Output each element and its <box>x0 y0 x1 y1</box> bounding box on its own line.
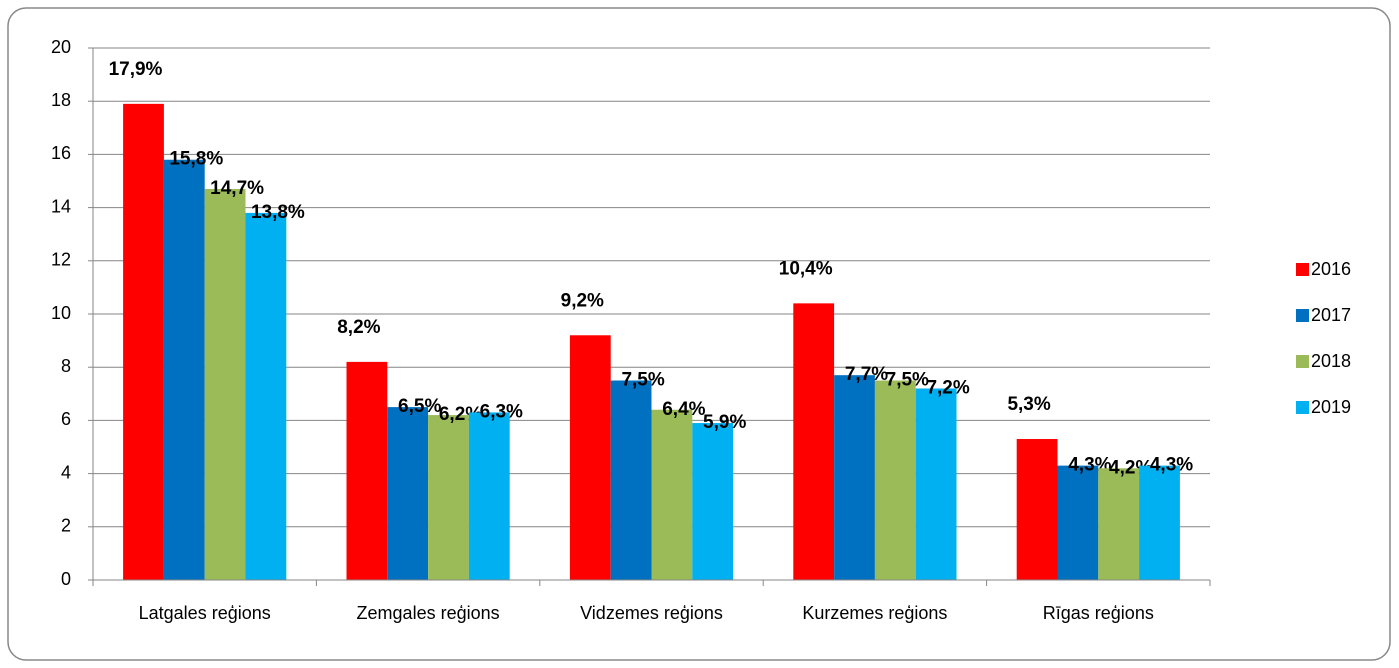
bar <box>346 361 388 580</box>
bar <box>123 103 164 581</box>
x-tick-label: Vidzemes reģions <box>580 603 723 623</box>
bar <box>793 303 835 580</box>
legend-swatch <box>1296 309 1309 322</box>
x-tick-label: Zemgales reģions <box>357 603 500 623</box>
value-label: 5,9% <box>703 412 746 433</box>
x-tick-label: Latgales reģions <box>139 603 271 623</box>
bar <box>1139 465 1180 580</box>
y-tick-label: 20 <box>51 37 71 57</box>
legend-label: 2019 <box>1311 397 1351 417</box>
y-tick-label: 12 <box>51 250 71 270</box>
bar <box>874 380 916 580</box>
bar <box>1057 465 1099 580</box>
value-label: 7,7% <box>845 364 888 385</box>
value-label: 10,4% <box>779 258 833 279</box>
legend-swatch <box>1296 355 1309 368</box>
bar <box>569 335 611 580</box>
bar <box>1016 439 1058 580</box>
value-label: 7,5% <box>621 370 664 391</box>
value-label: 4,3% <box>1150 455 1193 476</box>
bar <box>1098 468 1140 580</box>
value-label: 13,8% <box>251 202 305 223</box>
value-label: 9,2% <box>561 290 604 311</box>
bar <box>245 212 287 581</box>
y-tick-label: 6 <box>61 409 71 429</box>
value-label: 5,3% <box>1007 394 1050 415</box>
y-tick-label: 8 <box>61 356 71 376</box>
value-label: 6,4% <box>662 399 705 420</box>
y-tick-label: 2 <box>61 516 71 536</box>
bar <box>915 388 957 580</box>
y-tick-label: 14 <box>51 196 71 216</box>
y-tick-label: 18 <box>51 90 71 110</box>
legend-label: 2016 <box>1311 259 1351 279</box>
value-label: 14,7% <box>210 178 264 199</box>
x-tick-label: Rīgas reģions <box>1043 603 1154 623</box>
bar <box>834 375 875 580</box>
legend-swatch <box>1296 401 1309 414</box>
bar <box>387 407 429 580</box>
y-tick-label: 4 <box>61 462 71 482</box>
value-label: 8,2% <box>337 317 380 338</box>
bar <box>692 423 734 580</box>
legend-label: 2018 <box>1311 351 1351 371</box>
x-tick-label: Kurzemes reģions <box>802 603 947 623</box>
legend-label: 2017 <box>1311 305 1351 325</box>
value-label: 7,5% <box>886 370 929 391</box>
value-label: 15,8% <box>169 149 223 170</box>
bar <box>204 188 246 581</box>
value-label: 17,9% <box>109 59 163 80</box>
bar <box>651 409 693 580</box>
y-tick-label: 16 <box>51 143 71 163</box>
y-tick-label: 10 <box>51 303 71 323</box>
bar <box>163 159 205 580</box>
value-label: 6,5% <box>398 396 441 417</box>
bar <box>428 415 469 580</box>
y-tick-label: 0 <box>61 569 71 589</box>
legend-swatch <box>1296 263 1309 276</box>
value-label: 7,2% <box>926 377 969 398</box>
value-label: 6,3% <box>480 401 523 422</box>
bar <box>610 380 652 580</box>
bar <box>468 412 510 580</box>
